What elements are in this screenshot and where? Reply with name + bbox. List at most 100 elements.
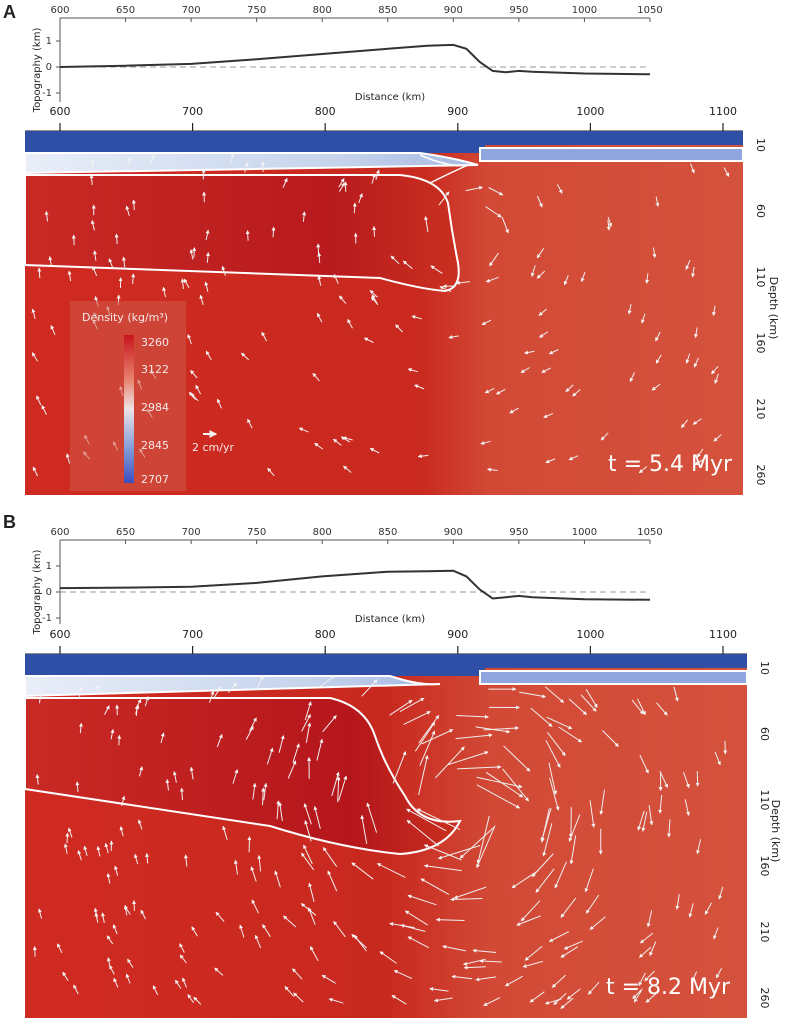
velocity-arrow bbox=[50, 324, 56, 335]
velocity-arrow bbox=[540, 807, 552, 842]
velocity-arrow bbox=[516, 915, 541, 926]
velocity-arrow bbox=[78, 722, 83, 734]
topo-xtick-label: 600 bbox=[50, 527, 69, 538]
depth-tick-label: 160 bbox=[754, 333, 767, 354]
velocity-arrow bbox=[655, 354, 662, 364]
velocity-arrow bbox=[421, 729, 454, 745]
velocity-arrow bbox=[67, 827, 73, 838]
velocity-arrow bbox=[536, 248, 545, 259]
velocity-arrow bbox=[656, 702, 668, 716]
velocity-arrow bbox=[119, 826, 124, 837]
velocity-arrow bbox=[639, 946, 652, 958]
field-xtick-label: 600 bbox=[50, 105, 71, 118]
velocity-arrow bbox=[685, 353, 691, 364]
velocity-arrow bbox=[304, 820, 312, 842]
velocity-arrow bbox=[637, 698, 646, 716]
velocity-arrow bbox=[257, 854, 262, 872]
velocity-arrow bbox=[723, 167, 730, 177]
velocity-arrow bbox=[73, 984, 79, 995]
depth-tick-label: 210 bbox=[758, 922, 771, 943]
velocity-arrow bbox=[317, 252, 322, 264]
velocity-arrow bbox=[137, 819, 143, 830]
velocity-arrow bbox=[144, 696, 150, 707]
velocity-arrow bbox=[404, 910, 428, 926]
velocity-arrow bbox=[293, 992, 304, 1003]
velocity-arrow bbox=[711, 365, 719, 375]
velocity-arrow bbox=[411, 315, 422, 320]
velocity-arrow bbox=[216, 733, 223, 748]
velocity-arrow bbox=[520, 367, 530, 374]
velocity-arrow bbox=[89, 174, 94, 185]
velocity-arrow bbox=[131, 199, 136, 211]
water-layer-right-b bbox=[485, 654, 747, 668]
velocity-arrow bbox=[673, 686, 679, 702]
velocity-arrow bbox=[560, 946, 579, 958]
velocity-arrow bbox=[78, 686, 83, 697]
field-xtick-label: 900 bbox=[447, 628, 468, 641]
velocity-arrow bbox=[520, 900, 541, 922]
velocity-arrow bbox=[101, 912, 105, 923]
velocity-arrow bbox=[342, 465, 352, 473]
velocity-arrow bbox=[395, 324, 403, 333]
velocity-arrow bbox=[465, 185, 484, 192]
velocity-arrow bbox=[524, 350, 535, 355]
velocity-arrow bbox=[321, 974, 336, 984]
velocity-arrow bbox=[530, 707, 553, 727]
velocity-arrow bbox=[67, 270, 72, 282]
velocity-arrow bbox=[435, 746, 465, 779]
velocity-arrow bbox=[407, 368, 419, 373]
velocity-arrow bbox=[282, 177, 288, 188]
velocity-arrow bbox=[95, 684, 100, 695]
velocity-arrow bbox=[553, 993, 567, 1005]
velocity-arrow bbox=[476, 815, 490, 864]
topo-xtick-label: 1050 bbox=[637, 5, 662, 16]
topo-ytick-label: 1 bbox=[46, 561, 52, 572]
velocity-arrow bbox=[301, 713, 311, 732]
velocity-arrow bbox=[400, 924, 426, 932]
velocity-arrow bbox=[548, 349, 559, 355]
velocity-arrow bbox=[696, 839, 702, 855]
velocity-arrow bbox=[301, 852, 315, 871]
velocity-arrow bbox=[645, 993, 657, 1003]
depth-tick-label: 260 bbox=[754, 465, 767, 486]
velocity-arrow bbox=[205, 252, 210, 263]
velocity-arrow bbox=[179, 787, 184, 800]
velocity-arrow bbox=[283, 915, 297, 928]
velocity-arrow bbox=[488, 187, 504, 196]
velocity-arrow bbox=[639, 754, 649, 774]
velocity-arrow bbox=[480, 440, 491, 445]
velocity-arrow bbox=[600, 432, 609, 441]
velocity-arrow bbox=[209, 690, 215, 703]
velocity-arrow bbox=[351, 862, 374, 880]
velocity-arrow bbox=[256, 674, 264, 689]
velocity-arrow bbox=[353, 934, 367, 952]
velocity-arrow bbox=[569, 835, 577, 865]
velocity-arrow bbox=[649, 941, 657, 957]
velocity-arrow bbox=[684, 799, 690, 816]
velocity-arrow bbox=[63, 843, 68, 854]
velocity-arrow bbox=[305, 722, 312, 743]
velocity-arrow bbox=[429, 987, 449, 992]
velocity-arrow bbox=[114, 865, 119, 876]
velocity-arrow bbox=[711, 305, 716, 317]
velocity-arrow bbox=[485, 276, 499, 283]
continental-crust-b bbox=[24, 675, 441, 698]
velocity-arrow bbox=[483, 997, 501, 1006]
velocity-arrow bbox=[37, 908, 42, 919]
velocity-arrow bbox=[145, 852, 150, 864]
velocity-arrow bbox=[558, 726, 583, 743]
velocity-arrow bbox=[546, 716, 573, 730]
velocity-arrow bbox=[658, 794, 663, 814]
depth-tick-label: 210 bbox=[754, 399, 767, 420]
velocity-arrow bbox=[267, 467, 275, 477]
velocity-arrow bbox=[637, 810, 645, 831]
velocity-arrow bbox=[655, 196, 660, 208]
velocity-arrow bbox=[476, 784, 521, 809]
velocity-arrow bbox=[531, 853, 554, 878]
velocity-arrow bbox=[333, 920, 346, 938]
velocity-arrow bbox=[714, 373, 719, 384]
velocity-arrow bbox=[121, 256, 126, 268]
velocity-arrow bbox=[57, 943, 63, 954]
velocity-arrow bbox=[336, 776, 341, 803]
velocity-arrow bbox=[106, 957, 111, 968]
